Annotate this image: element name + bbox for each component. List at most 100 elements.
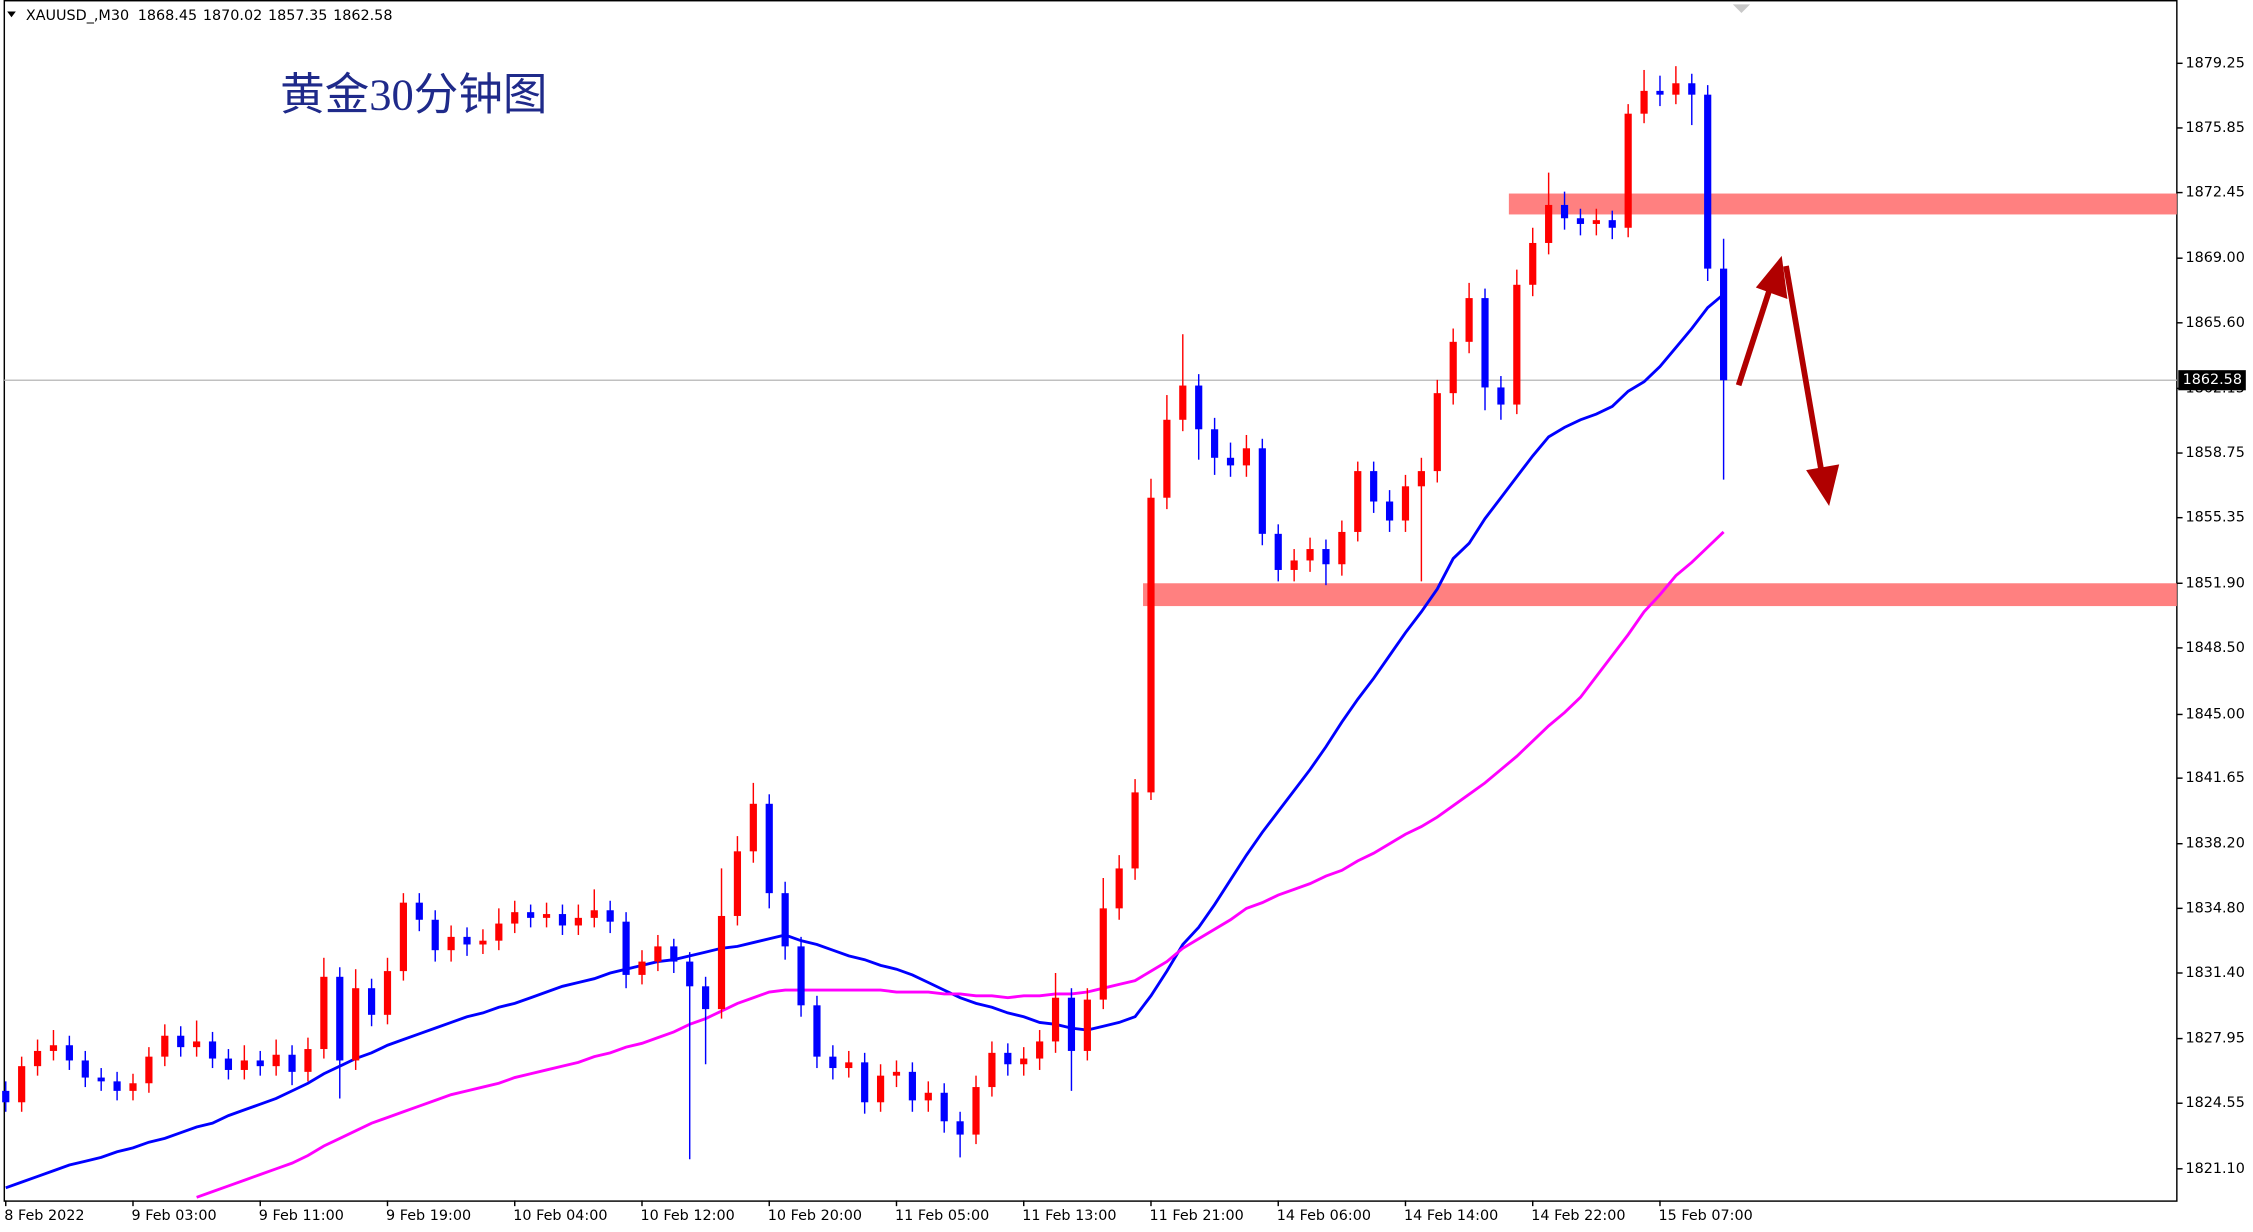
candle-body (1592, 220, 1600, 224)
candle-body (113, 1081, 121, 1091)
candle-body (1211, 429, 1219, 458)
candle-body (272, 1054, 280, 1067)
candle-body (765, 803, 773, 894)
candle-body (1354, 471, 1362, 532)
candle-body (1274, 533, 1282, 570)
y-tick-label: 1845.00 (2185, 706, 2244, 722)
x-tick-label: 10 Feb 20:00 (768, 1208, 862, 1224)
candle-body (399, 902, 407, 972)
candle-body (1067, 997, 1076, 1051)
y-tick-label: 1858.75 (2185, 445, 2244, 461)
x-tick-label: 11 Feb 05:00 (895, 1208, 989, 1224)
candle-body (1020, 1058, 1028, 1065)
x-tick-label: 9 Feb 03:00 (132, 1208, 217, 1224)
axes: 1879.25 1875.85 1872.45 1869.00 1865.60 1862.… (4, 55, 2246, 1224)
candle-body (81, 1060, 89, 1078)
open: 1868.45 (138, 8, 197, 24)
candle-body (304, 1049, 312, 1072)
candle-body (224, 1058, 233, 1070)
candle-body (383, 971, 392, 1015)
candle-body (686, 961, 694, 987)
candle-body (1720, 268, 1728, 381)
candle-body (797, 946, 805, 1006)
candle-body (367, 988, 376, 1015)
candle-body (1465, 298, 1473, 342)
candle-body (1195, 385, 1203, 430)
candle-body (415, 902, 423, 920)
candle-body (654, 946, 662, 962)
candle-body (1417, 471, 1425, 487)
candle-body (1624, 113, 1632, 228)
candle-body (320, 976, 328, 1050)
candle-body (1672, 83, 1680, 95)
candle-body (1147, 497, 1155, 793)
candle-body (1051, 997, 1060, 1042)
candle-body (1290, 560, 1298, 570)
candle-body (940, 1092, 948, 1122)
candle-body (1513, 284, 1521, 405)
candle-body (861, 1062, 869, 1103)
candle-body (622, 921, 630, 975)
candle-body (447, 936, 455, 951)
x-tick-label: 9 Feb 11:00 (259, 1208, 344, 1224)
candle-body (606, 910, 614, 922)
candle-body (1481, 298, 1489, 388)
y-tick-label: 1848.50 (2185, 640, 2244, 656)
candle-body (1083, 999, 1091, 1051)
candle-body (1401, 486, 1410, 521)
candle-body (1433, 393, 1441, 472)
symbol: XAUUSD_,M30 (26, 8, 129, 24)
candle-body (1242, 448, 1251, 466)
y-tick-label: 1821.10 (2185, 1161, 2244, 1177)
candle-body (1338, 531, 1346, 565)
candle-body (256, 1060, 264, 1067)
candle-body (924, 1092, 932, 1101)
candle-body (876, 1075, 885, 1103)
y-tick-label: 1875.85 (2185, 120, 2244, 136)
candle-body (892, 1071, 901, 1076)
candle-body (1608, 220, 1616, 228)
moving-average (196, 530, 1725, 1199)
candle-body (558, 914, 567, 926)
y-tick-label: 1872.45 (2185, 185, 2244, 201)
candle-body (717, 915, 726, 1010)
x-tick-label: 11 Feb 21:00 (1150, 1208, 1244, 1224)
y-tick-label: 1865.60 (2185, 315, 2244, 331)
candle-body (336, 976, 344, 1061)
moving-averages (5, 293, 1725, 1199)
candle-body (527, 912, 535, 918)
candles (2, 66, 1728, 1160)
candle-body (972, 1087, 980, 1135)
candle-body (1640, 90, 1648, 114)
candle-body (638, 961, 646, 975)
candle-body (1163, 419, 1171, 498)
y-tick-label: 1838.20 (2185, 836, 2244, 852)
y-tick-label: 1869.00 (2185, 250, 2244, 266)
candle-body (1497, 387, 1505, 405)
candle-body (1704, 94, 1712, 269)
low: 1857.35 (268, 8, 327, 24)
candle-body (1226, 457, 1235, 466)
y-tick-label: 1841.65 (2185, 770, 2244, 786)
candle-body (1115, 868, 1123, 909)
candle-body (177, 1035, 185, 1048)
candle-body (845, 1062, 853, 1069)
candle-body (511, 912, 519, 924)
candle-body (829, 1056, 837, 1069)
candle-body (1449, 341, 1457, 394)
x-tick-label: 14 Feb 14:00 (1404, 1208, 1498, 1224)
candle-body (1385, 501, 1394, 521)
candle-body (1099, 908, 1107, 1000)
candle-body (1258, 448, 1266, 534)
header-triangle (7, 11, 16, 18)
candle-body (590, 910, 598, 918)
candle-body (463, 936, 471, 945)
x-tick-label: 14 Feb 06:00 (1277, 1208, 1371, 1224)
candle-body (542, 914, 551, 918)
candle-body (65, 1045, 73, 1061)
candle-body (495, 923, 503, 941)
candle-body (161, 1035, 169, 1057)
candle-body (145, 1056, 153, 1084)
